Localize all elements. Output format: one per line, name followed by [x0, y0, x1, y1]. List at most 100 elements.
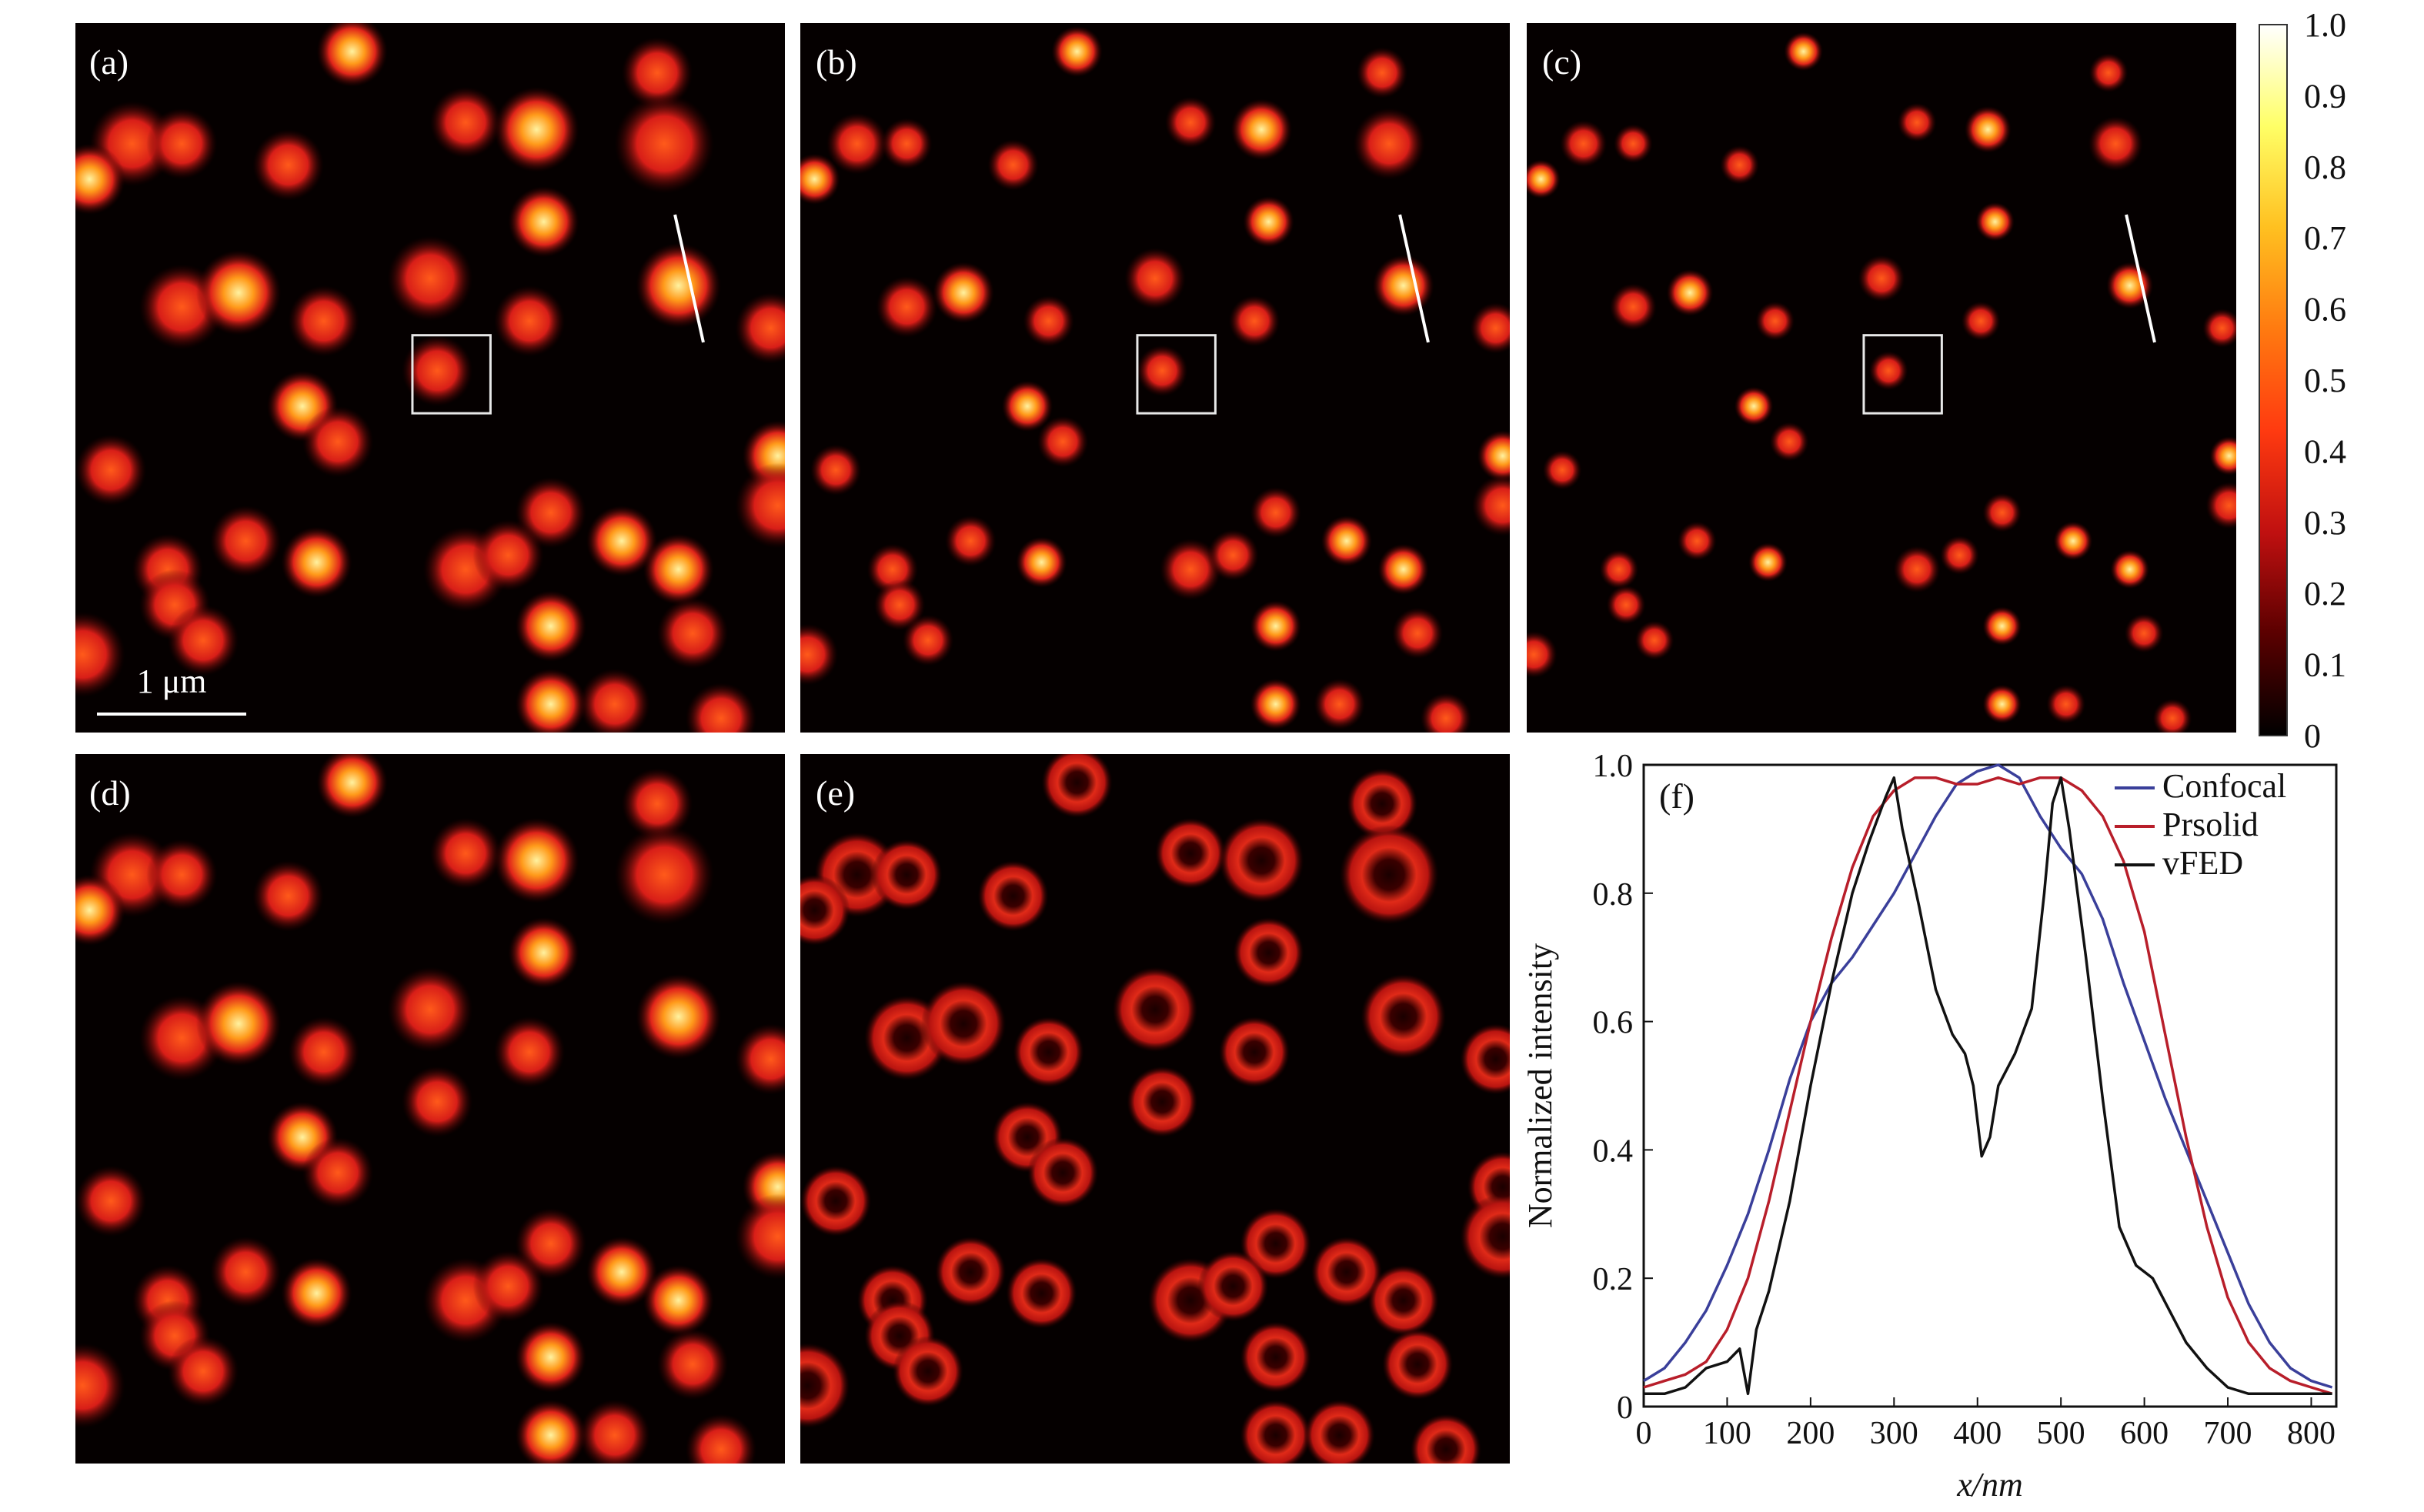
fluorescent-spot — [621, 37, 693, 108]
fluorescent-spot — [935, 1236, 1007, 1308]
fluorescent-spot — [892, 1336, 964, 1407]
fluorescent-spot — [1477, 430, 1510, 482]
fluorescent-spot — [1013, 1016, 1084, 1088]
colorbar-tick-label: 0.6 — [2304, 291, 2346, 329]
panel-label-e: (e) — [816, 773, 855, 813]
fluorescent-spot — [1460, 1193, 1510, 1280]
fluorescent-spot — [1470, 302, 1510, 354]
fluorescent-spot — [167, 1336, 239, 1407]
x-tick-label: 100 — [1703, 1416, 1751, 1451]
fluorescent-spot — [430, 817, 502, 890]
series-line-prsolid — [1643, 776, 2333, 1395]
fluorescent-spot — [614, 825, 714, 925]
fluorescent-spot — [643, 533, 714, 606]
fluorescent-spot — [1666, 269, 1714, 316]
fluorescent-spot — [876, 275, 938, 338]
fluorescent-spot — [800, 1343, 850, 1428]
fluorescent-spot — [933, 262, 994, 324]
fluorescent-spot — [1051, 25, 1103, 78]
fluorescent-spot — [1613, 124, 1653, 164]
colorbar-tick-label: 1.0 — [2304, 6, 2346, 44]
fluorescent-spot — [508, 917, 579, 989]
fluorescent-spot — [1868, 351, 1908, 391]
fluorescent-spot — [316, 23, 388, 87]
fluorescent-spot — [1893, 546, 1941, 593]
fluorescent-spot — [1124, 248, 1186, 309]
fluorescent-spot — [1634, 620, 1674, 660]
fluorescent-spot — [621, 768, 693, 839]
roi-box — [1136, 334, 1217, 415]
line-chart: 0 100 200 300 400 500 600 700 800 0 0.2 0.4 0.6 0.8 1… — [1521, 749, 2338, 1504]
fluorescent-spot — [493, 1016, 566, 1088]
y-tick-label: 0.8 — [1593, 877, 1634, 913]
colorbar-tick-label: 0.5 — [2304, 362, 2346, 399]
fluorescent-spot — [508, 186, 579, 258]
fluorescent-spot — [1734, 386, 1774, 426]
fluorescent-spot — [515, 590, 586, 662]
fluorescent-spot — [1361, 973, 1447, 1060]
fluorescent-spot — [1599, 549, 1639, 589]
fluorescent-spot — [1372, 255, 1434, 316]
fluorescent-spot — [1677, 521, 1717, 561]
x-tick-label: 600 — [2120, 1416, 2169, 1451]
fluorescent-spot — [735, 462, 785, 549]
fluorescent-spot — [735, 292, 785, 364]
fluorescent-spot — [800, 623, 839, 686]
fluorescent-spot — [1377, 543, 1429, 596]
y-tick-label: 1.0 — [1593, 749, 1634, 784]
fluorescent-spot — [1112, 966, 1198, 1053]
fluorescent-spot — [1982, 606, 2022, 646]
panel-label-c: (c) — [1542, 42, 1581, 82]
fluorescent-spot — [75, 434, 147, 506]
fluorescent-spot — [1250, 678, 1301, 730]
x-axis-ticks: 0 100 200 300 400 500 600 700 800 — [1636, 1397, 2336, 1451]
fluorescent-spot — [1961, 301, 2001, 341]
fluorescent-spot — [586, 505, 658, 577]
x-axis-label: x/nm — [1956, 1466, 2023, 1504]
fluorescent-spot — [2205, 482, 2236, 529]
fluorescent-spot — [1023, 295, 1074, 347]
fluorescent-spot — [281, 526, 352, 598]
fluorescent-spot — [472, 1250, 544, 1322]
fluorescent-spot — [1001, 380, 1053, 432]
fluorescent-spot — [2053, 521, 2093, 561]
fluorescent-spot — [1420, 693, 1472, 733]
panel-label-b: (b) — [816, 42, 857, 82]
fluorescent-spot — [881, 118, 933, 169]
fluorescent-spot — [1240, 1321, 1311, 1393]
colorbar-tick-label: 0.3 — [2304, 504, 2346, 542]
fluorescent-spot — [288, 285, 359, 357]
fluorescent-spot — [1233, 917, 1304, 989]
fluorescent-spot — [472, 519, 544, 591]
fluorescent-spot — [75, 612, 125, 697]
fluorescent-spot — [1542, 450, 1582, 490]
colorbar-tick-label: 0.9 — [2304, 77, 2346, 115]
fluorescent-spot — [1975, 202, 2015, 242]
series-lines — [1643, 763, 2333, 1396]
roi-box — [1862, 334, 1943, 415]
fluorescent-spot — [2046, 684, 2086, 724]
fluorescent-spot — [1769, 422, 1809, 462]
fluorescent-spot — [387, 235, 473, 322]
fluorescent-spot — [302, 1137, 374, 1209]
colorbar-tick-label: 0.1 — [2304, 646, 2346, 684]
fluorescent-spot — [210, 1236, 282, 1308]
x-tick-label: 300 — [1870, 1416, 1918, 1451]
fluorescent-spot — [1160, 539, 1221, 600]
fluorescent-spot — [2106, 262, 2154, 309]
panel-label-d: (d) — [89, 773, 131, 813]
fluorescent-spot — [1527, 631, 1558, 678]
fluorescent-spot — [614, 94, 714, 194]
fluorescent-spot — [1240, 1400, 1311, 1464]
fluorescent-spot — [146, 108, 218, 179]
fluorescent-spot — [387, 966, 473, 1053]
fluorescent-spot — [316, 754, 388, 818]
fluorescent-spot — [1748, 542, 1788, 582]
fluorescent-spot — [2088, 53, 2129, 92]
fluorescent-spot — [75, 874, 125, 946]
fluorescent-spot — [1197, 1250, 1269, 1322]
colorbar — [2259, 24, 2288, 736]
x-tick-label: 400 — [1953, 1416, 2002, 1451]
fluorescent-spot — [1228, 295, 1280, 347]
fluorescent-spot — [1250, 486, 1301, 539]
